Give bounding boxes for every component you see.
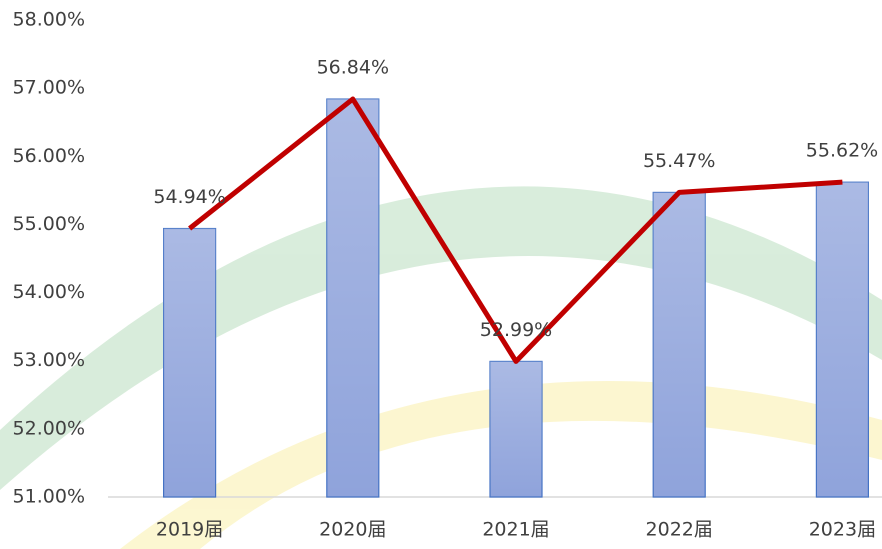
y-tick-label: 56.00% (13, 145, 85, 167)
y-tick-label: 58.00% (13, 9, 85, 31)
y-tick-label: 52.00% (13, 417, 85, 439)
data-label: 55.62% (806, 140, 878, 162)
bar-shade (327, 99, 379, 497)
data-label: 56.84% (317, 57, 389, 79)
y-tick-label: 54.00% (13, 281, 85, 303)
data-label: 54.94% (153, 186, 225, 208)
x-tick-label: 2020届 (319, 519, 386, 541)
y-tick-label: 51.00% (13, 486, 85, 508)
bar-shade (490, 361, 542, 497)
x-tick-label: 2022届 (646, 519, 713, 541)
y-tick-label: 55.00% (13, 213, 85, 235)
chart: 51.00% 52.00% 53.00% 54.00% 55.00% 56.00% 57.0… (0, 0, 882, 549)
bar-shade (164, 229, 216, 497)
bar-shade (653, 192, 705, 497)
bar-shade (816, 182, 868, 497)
x-tick-label: 2023届 (809, 519, 876, 541)
page: {"chart_data": {"type": "bar", "categori… (0, 0, 882, 549)
x-tick-label: 2021届 (482, 519, 549, 541)
y-tick-label: 53.00% (13, 349, 85, 371)
data-label: 52.99% (480, 319, 552, 341)
y-tick-label: 57.00% (13, 77, 85, 99)
x-tick-label: 2019届 (156, 519, 223, 541)
data-label: 55.47% (643, 150, 715, 172)
